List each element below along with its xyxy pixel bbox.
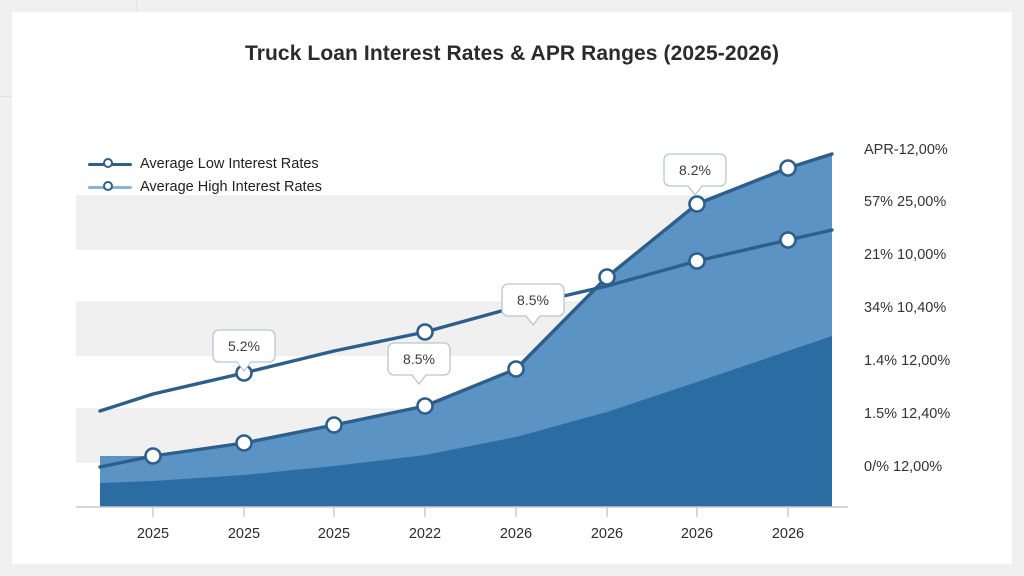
x-axis-label-5: 2026 [590, 526, 624, 542]
data-point-marker [688, 195, 706, 213]
chart-legend: Average Low Interest Rates Average High … [88, 152, 322, 198]
line-series-low [98, 228, 834, 413]
data-point-marker [507, 360, 525, 378]
chart-title: Truck Loan Interest Rates & APR Ranges (… [244, 42, 780, 65]
legend-item-low[interactable]: Average Low Interest Rates [88, 152, 322, 175]
x-axis-label-6: 2026 [680, 526, 714, 542]
legend-marker-low-icon [88, 157, 132, 171]
right-label-3: 34% 10,40% [864, 300, 947, 316]
legend-item-high[interactable]: Average High Interest Rates [88, 175, 322, 198]
callout-label: 8.2% [679, 162, 711, 178]
chart-card: Truck Loan Interest Rates & APR Ranges (… [12, 12, 1012, 564]
x-axis-label-0: 2025 [136, 526, 170, 542]
right-label-5: 1.5% 12,40% [864, 406, 951, 422]
x-axis-label-7: 2026 [771, 526, 805, 542]
callout-label: 8.5% [403, 351, 435, 367]
x-axis-labels: 2025 2025 2025 2022 2026 2026 2026 2026 [12, 526, 1012, 550]
line-series-high [98, 152, 834, 469]
x-axis-label-3: 2022 [408, 526, 442, 542]
callout-1: 5.2% [212, 329, 276, 373]
chart-plot-area: 5.2% 8.5% 8.5% 8.2% [76, 152, 848, 517]
markers-high [144, 159, 797, 465]
data-point-marker [779, 159, 797, 177]
legend-marker-high-icon [88, 180, 132, 194]
right-label-6: 0/% 12,00% [864, 459, 943, 475]
data-point-marker [598, 268, 616, 286]
callout-3: 8.5% [501, 283, 565, 327]
data-point-marker [779, 231, 797, 249]
right-label-0: APR-12,00% [864, 142, 948, 158]
data-point-marker [235, 434, 253, 452]
callout-label: 8.5% [517, 292, 549, 308]
data-point-marker [144, 447, 162, 465]
right-label-2: 21% 10,00% [864, 247, 947, 263]
callout-label: 5.2% [228, 338, 260, 354]
area-low [100, 336, 832, 507]
x-axis [76, 506, 848, 517]
callout-4: 8.2% [663, 153, 727, 197]
legend-label-high: Average High Interest Rates [140, 178, 322, 195]
data-point-marker [325, 416, 343, 434]
data-point-marker [416, 397, 434, 415]
legend-label-low: Average Low Interest Rates [140, 155, 319, 172]
data-point-marker [688, 252, 706, 270]
right-label-4: 1.4% 12,00% [864, 353, 951, 369]
right-label-1: 57% 25,00% [864, 194, 947, 210]
x-axis-label-1: 2025 [227, 526, 261, 542]
data-point-marker [416, 323, 434, 341]
x-axis-label-4: 2026 [499, 526, 533, 542]
x-axis-label-2: 2025 [317, 526, 351, 542]
callout-2: 8.5% [387, 342, 451, 386]
